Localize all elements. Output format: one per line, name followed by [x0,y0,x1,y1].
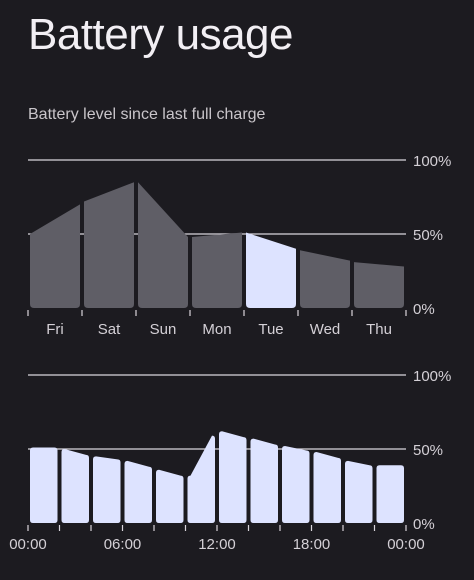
hour-bar-16-00[interactable] [282,446,310,523]
hour-bar-06-00[interactable] [124,460,153,523]
x-tick-label-06-00-1: 06:00 [104,536,142,553]
hour-bar-04-00[interactable] [93,456,121,523]
day-bar-wed[interactable] [300,250,350,308]
hour-bar-20-00[interactable] [345,460,373,523]
x-tick-label-mon: Mon [202,321,231,338]
day-bar-sat[interactable] [84,182,134,308]
day-bar-mon[interactable] [192,232,242,308]
x-tick-label-fri: Fri [46,321,64,338]
y-tick-label: 50% [413,227,443,244]
hour-bar-22-00[interactable] [376,465,405,523]
page-title: Battery usage [28,10,294,59]
y-tick-label: 50% [413,442,443,459]
battery-usage-hourly-chart[interactable]: 100% 50% 0% 00:00 06:00 12:00 18:00 00:00 [0,355,474,570]
y-tick-label: 100% [413,368,451,385]
x-tick-label-12-00-2: 12:00 [198,536,236,553]
x-tick-label-tue: Tue [258,321,283,338]
y-tick-label: 100% [413,153,451,170]
day-bar-fri[interactable] [30,204,80,308]
y-tick-label: 0% [413,301,435,318]
x-tick-label-wed: Wed [310,321,341,338]
hour-bar-12-00[interactable] [219,431,247,523]
hour-bar-10-00[interactable] [187,435,216,523]
hour-bar-14-00[interactable] [250,438,279,523]
hour-bar-02-00[interactable] [61,449,90,523]
x-tick-label-thu: Thu [366,321,392,338]
day-bar-sun[interactable] [138,182,188,308]
day-bar-thu[interactable] [354,262,404,308]
battery-level-chart[interactable]: 100% 50% 0% Fri Sat Sun Mon Tue Wed Thu [0,140,474,345]
x-tick-label-18-00-3: 18:00 [293,536,331,553]
chart-subtitle: Battery level since last full charge [28,106,266,123]
x-tick-label-00-00-4: 00:00 [387,536,425,553]
x-tick-label-00-00-0: 00:00 [9,536,47,553]
hour-bar-18-00[interactable] [313,451,342,523]
hour-bar-00-00[interactable] [30,447,58,523]
x-tick-label-sun: Sun [150,321,177,338]
x-tick-label-sat: Sat [98,321,121,338]
y-tick-label: 0% [413,516,435,533]
day-bar-tue[interactable] [246,232,296,308]
hour-bar-08-00[interactable] [156,469,184,523]
